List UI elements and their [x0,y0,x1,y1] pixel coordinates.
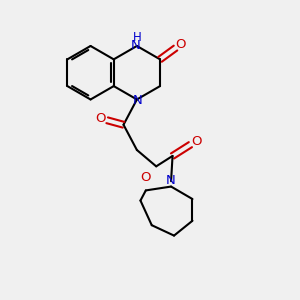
Text: O: O [95,112,106,125]
Text: O: O [192,135,202,148]
Text: N: N [131,39,141,52]
Text: O: O [176,38,186,51]
Text: N: N [166,174,175,187]
Text: O: O [140,171,151,184]
Text: N: N [133,94,142,106]
Text: H: H [133,31,141,44]
